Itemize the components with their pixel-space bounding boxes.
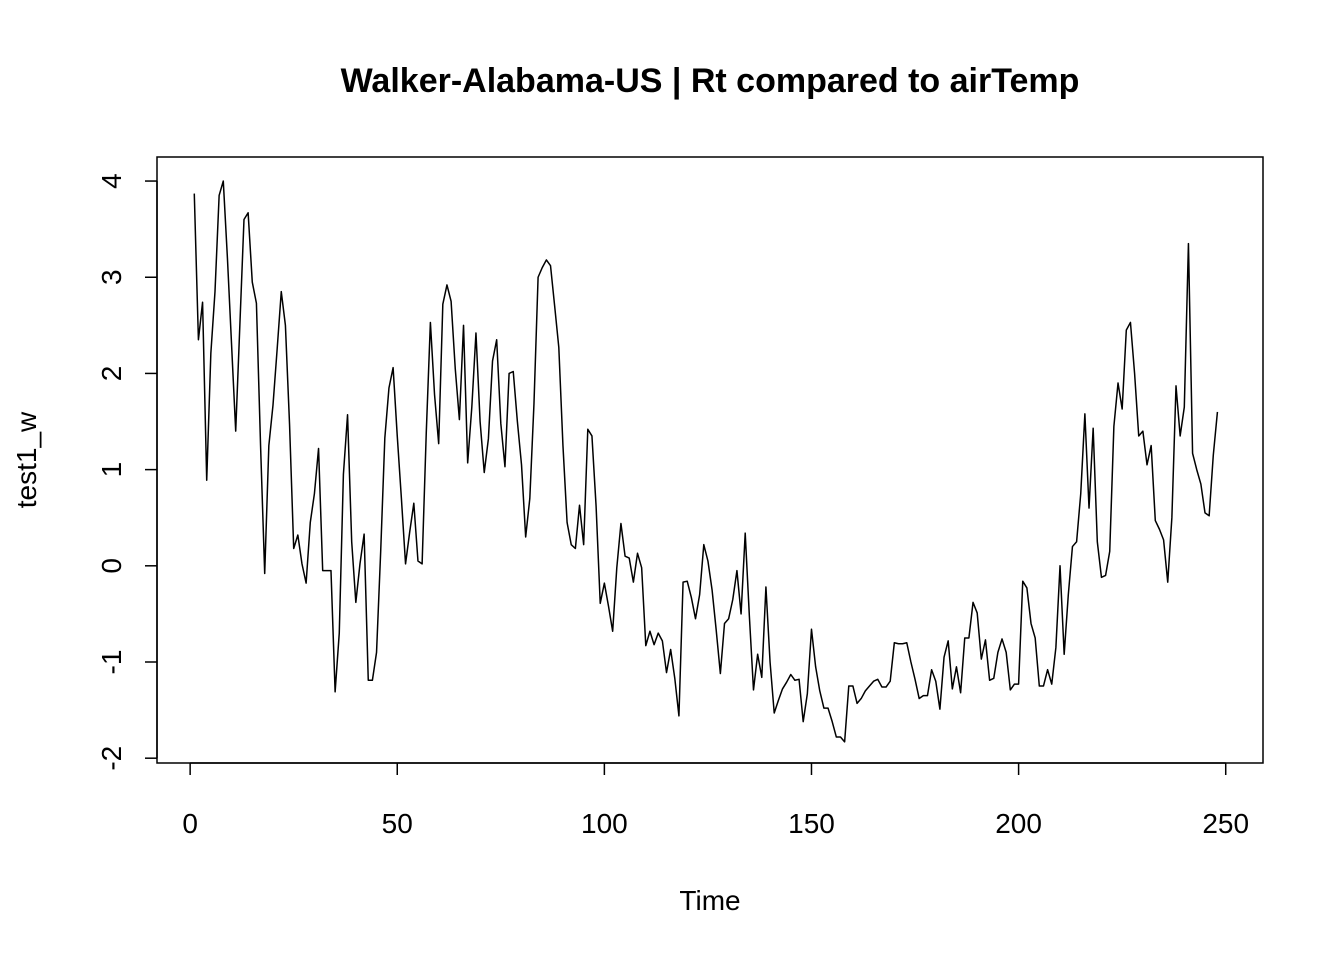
y-tick-label: 2 xyxy=(96,366,127,382)
x-axis: 0 50 100 150 200 250 xyxy=(182,763,1249,839)
y-tick-label: -2 xyxy=(96,746,127,771)
y-axis-label: test1_w xyxy=(11,411,42,508)
y-tick-label: 4 xyxy=(96,173,127,189)
plot-frame xyxy=(157,157,1263,763)
x-axis-label: Time xyxy=(679,885,740,916)
x-tick-label: 150 xyxy=(788,808,835,839)
y-axis: -2 -1 0 1 2 3 4 xyxy=(96,173,157,770)
x-tick-label: 0 xyxy=(182,808,198,839)
y-tick-label: 3 xyxy=(96,269,127,285)
x-tick-label: 100 xyxy=(581,808,628,839)
series-line xyxy=(194,181,1217,742)
x-tick-label: 50 xyxy=(382,808,413,839)
y-tick-label: 1 xyxy=(96,462,127,478)
y-tick-label: 0 xyxy=(96,558,127,574)
y-tick-label: -1 xyxy=(96,650,127,675)
chart-title: Walker-Alabama-US | Rt compared to airTe… xyxy=(341,62,1080,100)
x-tick-label: 250 xyxy=(1202,808,1249,839)
x-tick-label: 200 xyxy=(995,808,1042,839)
